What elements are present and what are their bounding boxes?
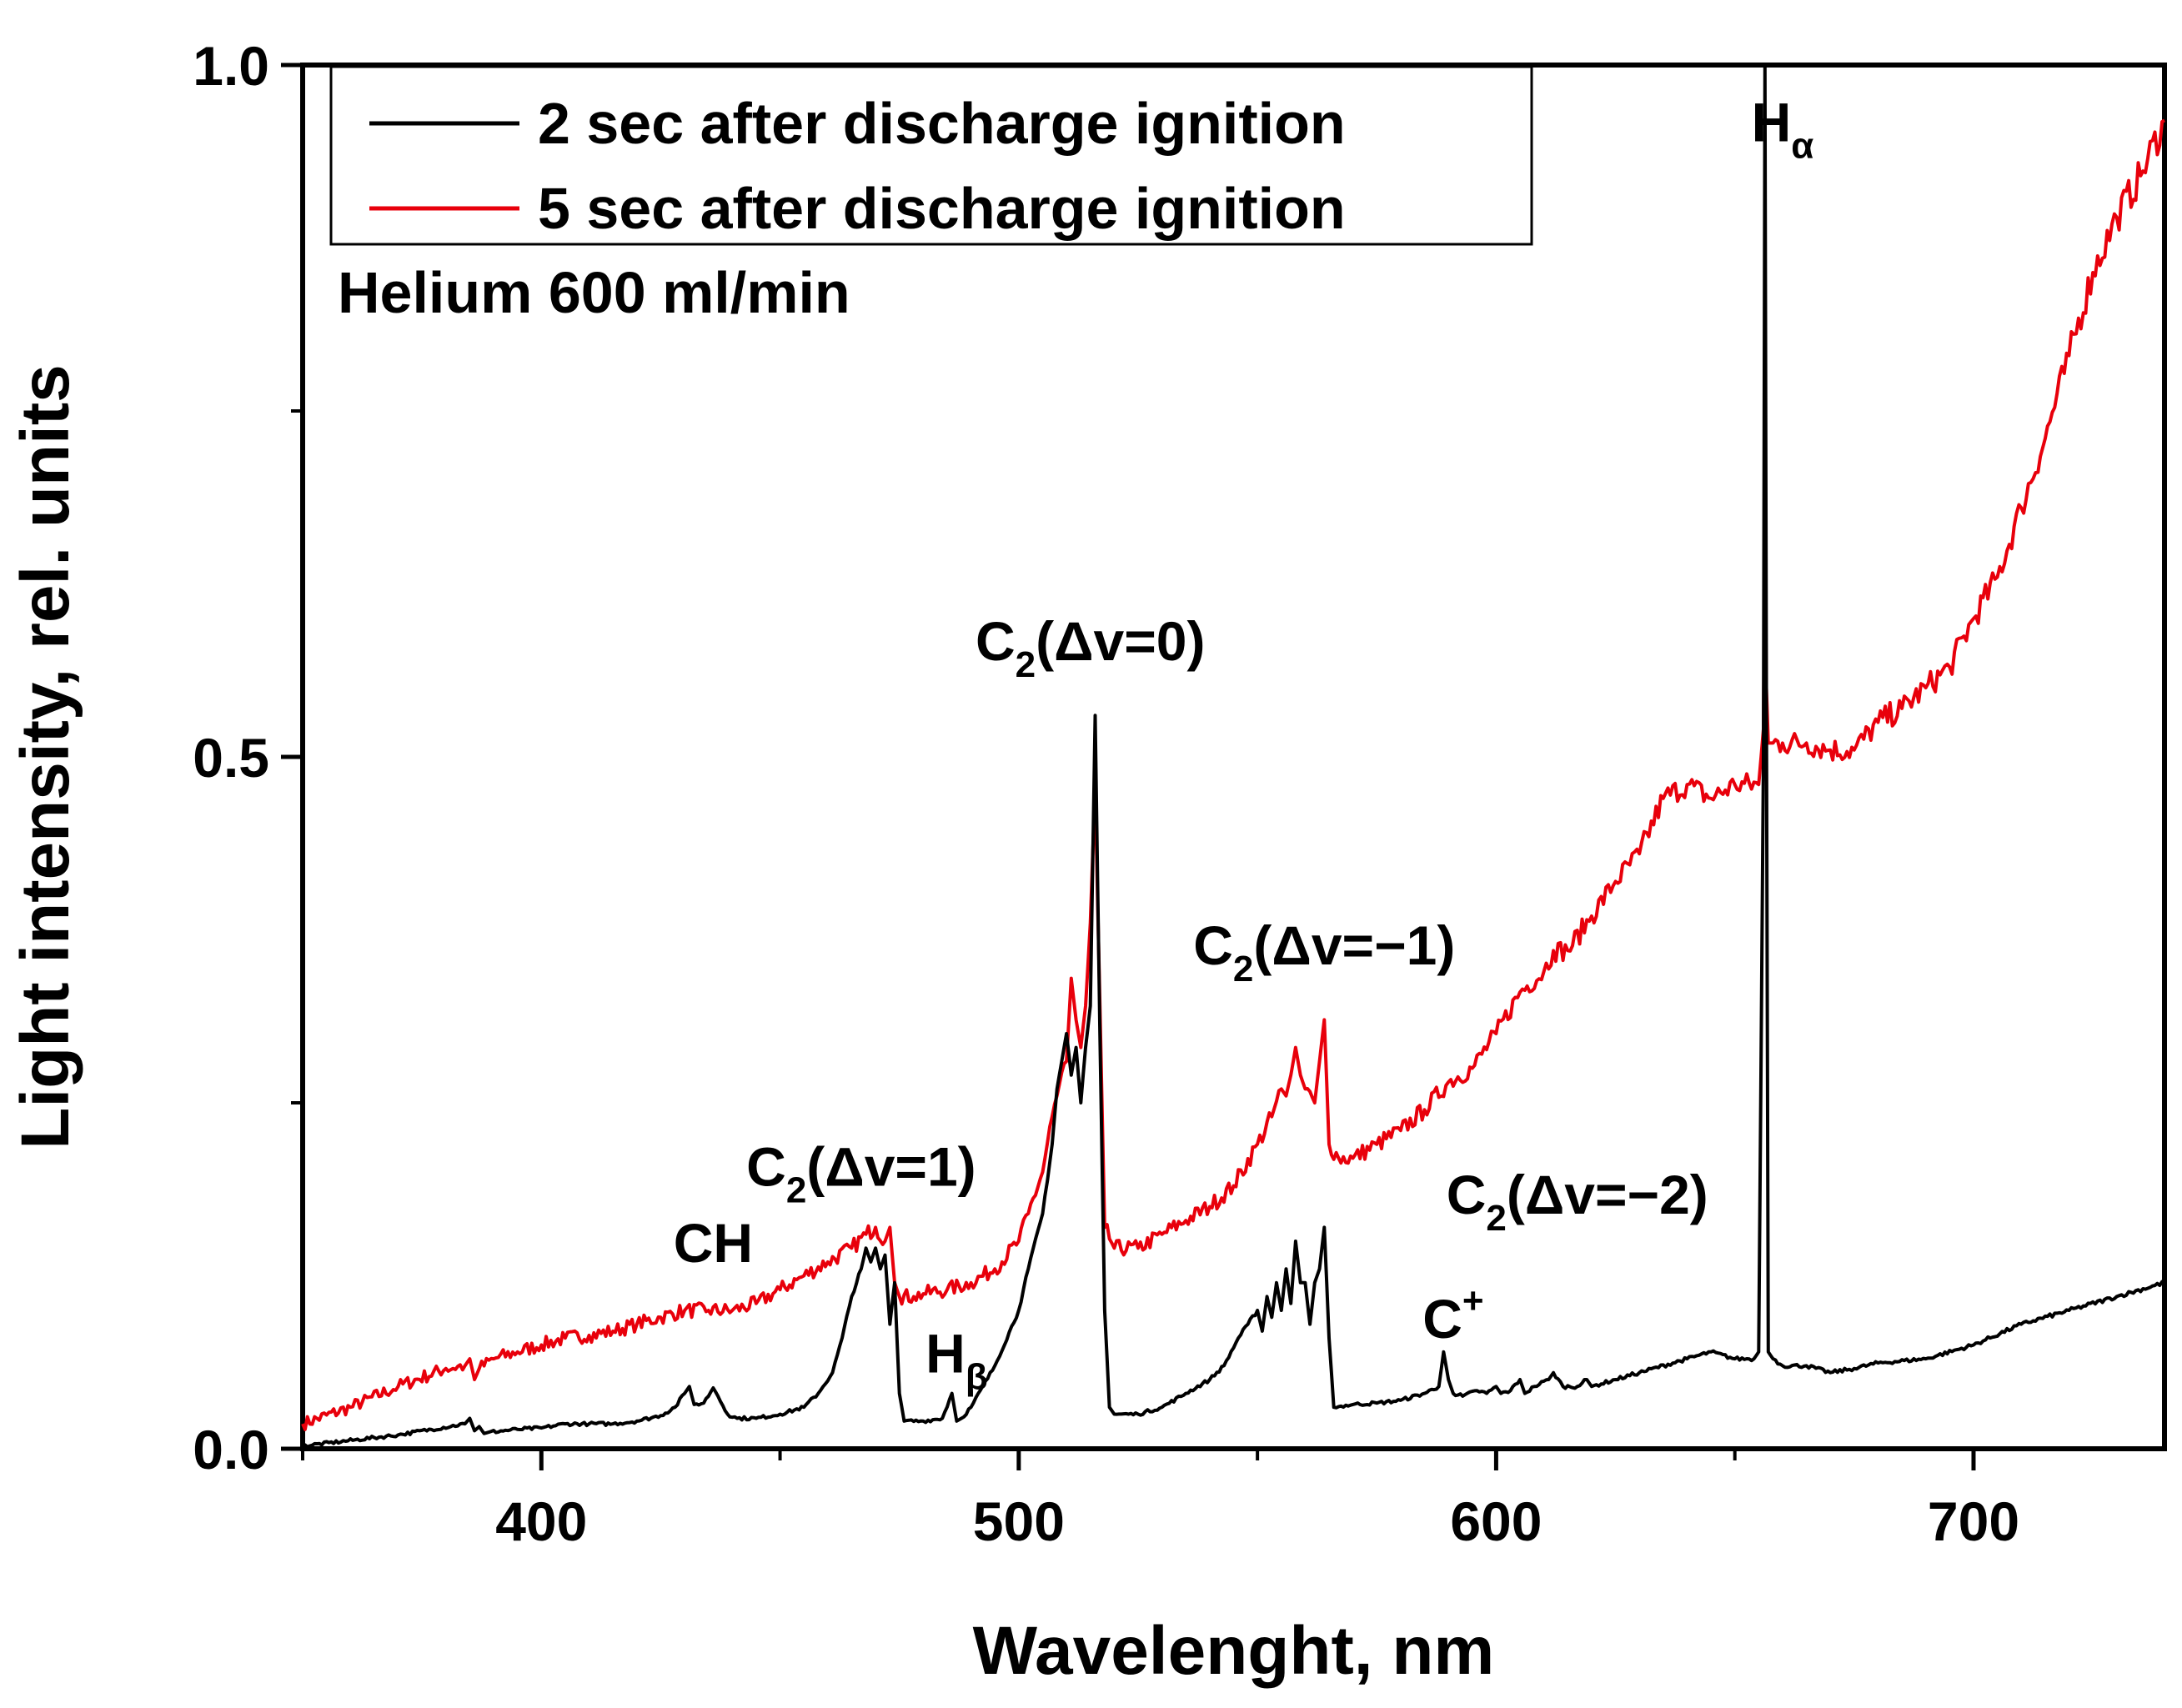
peak-label: C2(Δv=−1)	[1193, 914, 1455, 989]
series-layer	[301, 63, 2165, 1449]
x-tick-label: 400	[495, 1490, 587, 1552]
peak-label-tail: (Δv=−1)	[1253, 914, 1455, 976]
gas-flow-note: Helium 600 ml/min	[338, 260, 850, 325]
peak-label: C2(Δv=1)	[746, 1136, 976, 1211]
peak-label-main: H	[925, 1323, 966, 1385]
peak-label-main: C	[1193, 914, 1233, 976]
peak-label: C2(Δv=−2)	[1447, 1164, 1708, 1239]
y-tick-label: 0.5	[193, 727, 269, 789]
peak-label-main: CH	[674, 1212, 753, 1274]
peak-label-main: C	[976, 610, 1016, 672]
peak-label-subscript: 2	[1486, 1198, 1506, 1239]
peak-label-tail: (Δv=1)	[806, 1136, 976, 1198]
peak-label-main: C	[746, 1136, 786, 1198]
x-tick-label: 500	[973, 1490, 1065, 1552]
peak-label-main: H	[1752, 91, 1792, 153]
peak-label-subscript: α	[1791, 125, 1813, 166]
peak-label-main: C	[1422, 1288, 1462, 1350]
legend: 2 sec after discharge ignition 5 sec aft…	[329, 65, 1533, 246]
x-tick-label: 700	[1928, 1490, 2019, 1552]
y-tick-label: 0.0	[193, 1419, 269, 1480]
peak-label: Hα	[1752, 91, 1814, 166]
series-line-2	[301, 118, 2165, 1431]
x-tick-label: 600	[1450, 1490, 1542, 1552]
y-tick-label: 1.0	[193, 35, 269, 97]
peak-label-subscript: β	[966, 1357, 988, 1398]
x-axis-label: Wavelenght, nm	[973, 1613, 1495, 1689]
peak-label-subscript: 2	[786, 1170, 806, 1211]
peak-label-main: C	[1447, 1164, 1487, 1225]
peak-label-tail: (Δv=−2)	[1507, 1164, 1708, 1225]
y-axis-label: Light intensity, rel. units	[8, 364, 83, 1150]
peak-label: C+	[1422, 1280, 1483, 1350]
peak-label: CH	[674, 1212, 753, 1274]
peak-label-subscript: 2	[1016, 644, 1036, 685]
legend-entry-2: 5 sec after discharge ignition	[538, 176, 1346, 241]
peak-label-superscript: +	[1462, 1280, 1484, 1321]
peak-label-tail: (Δv=0)	[1036, 610, 1205, 672]
legend-box	[329, 65, 1533, 246]
legend-entry-1: 2 sec after discharge ignition	[538, 91, 1346, 156]
peak-label: Hβ	[925, 1323, 988, 1398]
peak-label-subscript: 2	[1233, 949, 1253, 989]
annotations-layer: CHC2(Δv=1)HβC2(Δv=0)C2(Δv=−1)C2(Δv=−2)C+…	[674, 91, 1814, 1397]
peak-label: C2(Δv=0)	[976, 610, 1206, 685]
ticks-layer: 400 500 600 700 0.0 0.5 1.0	[193, 35, 2019, 1552]
series-line-1	[302, 63, 2165, 1449]
